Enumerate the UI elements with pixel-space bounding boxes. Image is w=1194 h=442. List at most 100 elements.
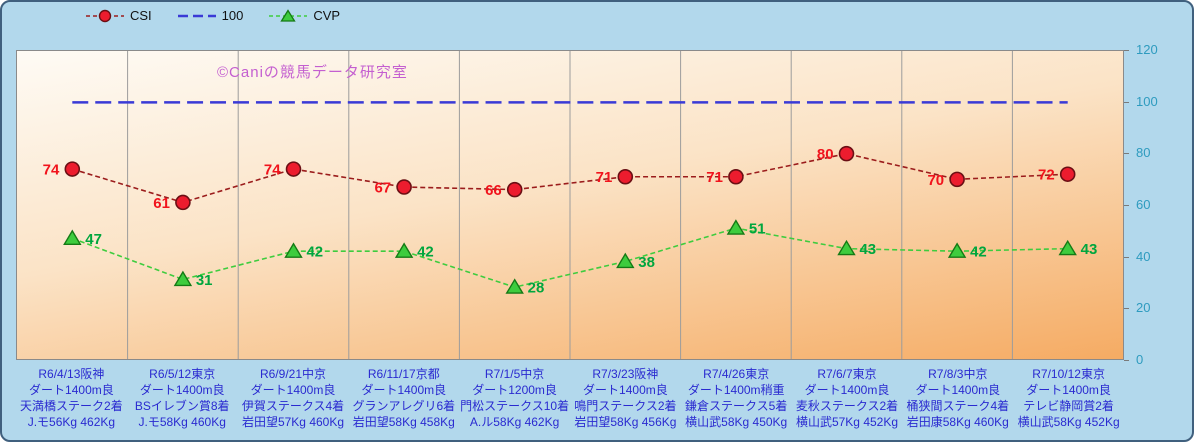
x-axis-label-line: 門松ステークス10着 xyxy=(460,399,570,413)
x-axis-label-line: 岩田望58Kg 456Kg xyxy=(574,415,677,429)
x-axis-label: R7/8/3中京 ダート1400m良 桶狭間ステーク4着 岩田康58Kg 460Kg xyxy=(902,366,1013,430)
x-axis-label-line: R6/5/12東京 xyxy=(149,367,216,381)
legend-label-100: 100 xyxy=(221,8,244,23)
cvp-marker xyxy=(394,242,414,258)
x-axis-label-line: ダート1400m良 xyxy=(250,383,336,397)
x-axis-label: R6/4/13阪神 ダート1400m良 天満橋ステーク2着 J.モ56Kg 462Kg xyxy=(16,366,127,430)
y-axis-tick xyxy=(1124,101,1129,103)
cvp-data-label: 42 xyxy=(417,244,434,261)
cvp-data-label: 31 xyxy=(196,272,213,289)
csi-marker xyxy=(617,169,634,185)
cvp-marker xyxy=(616,252,635,269)
y-axis-tick-label: 0 xyxy=(1136,352,1144,367)
watermark-text: ©Caniの競馬データ研究室 xyxy=(217,64,408,81)
x-axis-label-line: R7/3/23阪神 xyxy=(592,367,659,381)
x-axis: R6/4/13阪神 ダート1400m良 天満橋ステーク2着 J.モ56Kg 462Kg… xyxy=(16,366,1124,430)
x-axis-label-line: ダート1400m良 xyxy=(915,383,1001,397)
cvp-data-label: 42 xyxy=(970,244,987,261)
cvp-marker xyxy=(1058,239,1077,256)
y-axis-tick-label: 20 xyxy=(1136,300,1151,316)
csi-data-label: 72 xyxy=(1038,167,1055,184)
legend-item-100: 100 xyxy=(177,8,244,23)
y-axis-tick-label: 80 xyxy=(1136,145,1151,161)
cvp-data-label: 28 xyxy=(528,280,545,297)
csi-marker xyxy=(1059,166,1076,182)
x-axis-label-line: ダート1400m良 xyxy=(361,383,447,397)
y-axis-tick xyxy=(1124,308,1129,310)
x-axis-label: R6/11/17京都 ダート1400m良 グランアレグリ6着 岩田望58Kg 458K… xyxy=(348,366,459,430)
y-axis-tick xyxy=(1124,153,1129,155)
x-axis-label: R6/5/12東京 ダート1400m良 BSイレブン賞8着 J.モ58Kg 460Kg xyxy=(127,366,238,430)
x-axis-label-line: 天満橋ステーク2着 xyxy=(20,399,123,413)
csi-data-label: 67 xyxy=(374,180,391,197)
csi-marker xyxy=(175,194,191,211)
x-axis-label: R7/4/26東京 ダート1400m稍重 鎌倉ステークス5着 横山武58Kg 450K… xyxy=(681,366,792,430)
x-axis-label: R7/10/12東京 ダート1400m良 テレビ静岡賞2着 横山武58Kg 452Kg xyxy=(1013,366,1124,430)
reference-line-icon xyxy=(177,14,216,17)
x-axis-label-line: R6/9/21中京 xyxy=(259,367,326,381)
csi-data-label: 74 xyxy=(264,162,281,179)
csi-data-label: 66 xyxy=(485,182,502,199)
csi-marker xyxy=(949,171,965,188)
x-axis-label-line: グランアレグリ6着 xyxy=(352,399,456,413)
cvp-data-label: 43 xyxy=(859,241,876,258)
x-axis-label-line: 横山武58Kg 452Kg xyxy=(1017,415,1120,429)
cvp-marker xyxy=(947,242,967,258)
x-axis-label-line: 横山武58Kg 450Kg xyxy=(685,415,788,429)
x-axis-label: R7/3/23阪神 ダート1400m良 鳴門ステークス2着 岩田望58Kg 456Kg xyxy=(570,366,681,430)
x-axis-label-line: J.モ56Kg 462Kg xyxy=(27,415,116,429)
y-axis-tick-label: 40 xyxy=(1136,248,1151,264)
x-axis-label-line: ダート1400m良 xyxy=(804,383,890,397)
x-axis-label-line: R7/6/7東京 xyxy=(817,367,877,381)
y-axis-tick xyxy=(1124,360,1129,361)
x-axis-label-line: 桶狭間ステーク4着 xyxy=(906,399,1010,413)
x-axis-label-line: ダート1200m良 xyxy=(472,383,557,397)
cvp-marker xyxy=(726,219,746,235)
y-axis-tick xyxy=(1124,205,1129,206)
x-axis-label-line: 岩田望58Kg 458Kg xyxy=(352,415,455,429)
csi-data-label: 61 xyxy=(153,195,170,212)
cvp-data-label: 47 xyxy=(85,231,102,248)
cvp-data-label: 43 xyxy=(1081,241,1098,258)
y-axis-tick xyxy=(1124,256,1129,258)
x-axis-label: R6/9/21中京 ダート1400m良 伊賀ステークス4着 岩田望57Kg 460Kg xyxy=(238,366,349,430)
cvp-data-label: 38 xyxy=(638,254,655,271)
csi-marker xyxy=(285,161,302,177)
x-axis-label-line: 麦秋ステークス2着 xyxy=(795,399,899,413)
plot-area: 74 61 74 67 66 71 71 80 70 72 47 31 42 42 28 38 51 43 42 43… xyxy=(16,50,1124,360)
x-axis-label-line: BSイレブン賞8着 xyxy=(134,399,230,413)
csi-data-label: 80 xyxy=(817,146,834,163)
chart-legend: CSI 100 CVP xyxy=(86,8,340,23)
x-axis-label-line: 岩田望57Kg 460Kg xyxy=(241,415,345,429)
x-axis-label-line: ダート1400m稍重 xyxy=(687,383,785,397)
x-axis-label: R7/1/5中京 ダート1200m良 門松ステークス10着 A.ル58Kg 462Kg xyxy=(459,366,570,430)
x-axis-label-line: ダート1400m良 xyxy=(29,383,114,397)
y-axis-tick-label: 100 xyxy=(1136,93,1158,109)
cvp-marker xyxy=(173,270,193,287)
x-axis-label-line: テレビ静岡賞2着 xyxy=(1023,399,1114,413)
legend-item-cvp: CVP xyxy=(269,8,340,23)
cvp-marker xyxy=(837,239,856,256)
cvp-marker xyxy=(284,242,303,258)
x-axis-label-line: R6/11/17京都 xyxy=(367,367,440,381)
series-line-cvp xyxy=(72,227,1068,288)
y-axis-tick-label: 60 xyxy=(1136,197,1151,212)
y-axis-tick-label: 120 xyxy=(1136,42,1158,57)
csi-marker xyxy=(728,169,744,185)
csi-marker xyxy=(64,161,81,177)
plot-canvas: 74 61 74 67 66 71 71 80 70 72 47 31 42 42 28 38 51 43 42 43 xyxy=(43,51,1098,359)
cvp-marker xyxy=(63,229,82,246)
x-axis-label-line: 岩田康58Kg 460Kg xyxy=(906,415,1009,429)
csi-data-label: 74 xyxy=(43,162,60,179)
x-axis-label-line: R6/4/13阪神 xyxy=(38,367,105,381)
x-axis-label-line: R7/8/3中京 xyxy=(928,367,988,381)
x-axis-label-line: ダート1400m良 xyxy=(583,383,668,397)
csi-line-marker-icon xyxy=(86,9,124,22)
cvp-data-label: 42 xyxy=(306,244,323,261)
legend-item-csi: CSI xyxy=(86,8,152,23)
x-axis-label-line: 横山武57Kg 452Kg xyxy=(795,415,899,429)
x-axis-label-line: R7/10/12東京 xyxy=(1032,367,1105,381)
csi-marker xyxy=(396,179,412,195)
x-axis-label-line: ダート1400m良 xyxy=(139,383,225,397)
